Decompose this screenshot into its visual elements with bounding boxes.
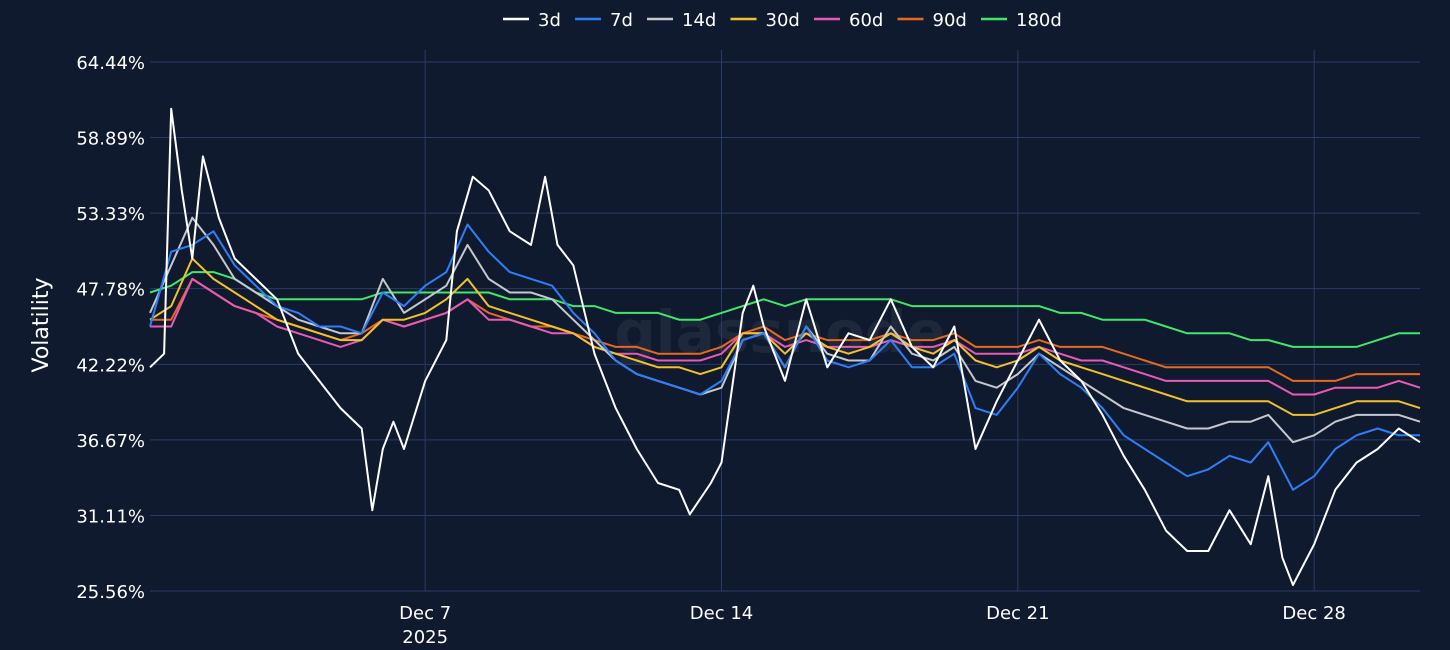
y-tick-label: 64.44%	[76, 53, 145, 74]
y-gridlines	[150, 61, 1420, 592]
legend-item-14d[interactable]: 14d	[647, 10, 716, 31]
legend-label: 90d	[933, 10, 967, 31]
y-tick-label: 36.67%	[76, 431, 145, 452]
legend-item-30d[interactable]: 30d	[730, 10, 800, 31]
y-tick-label: 53.33%	[76, 204, 145, 225]
legend-item-60d[interactable]: 60d	[814, 10, 883, 31]
legend-item-180d[interactable]: 180d	[981, 10, 1062, 31]
legend-label: 7d	[610, 10, 633, 31]
y-tick-label: 25.56%	[76, 582, 145, 603]
x-tick-label: Dec 14	[690, 603, 753, 624]
series-line-7d	[149, 223, 1420, 491]
series-line-30d	[149, 257, 1421, 416]
y-tick-label: 42.22%	[76, 355, 145, 376]
legend-label: 180d	[1016, 10, 1062, 31]
x-tick-label: Dec 7	[399, 603, 451, 624]
y-axis-ticks: 25.56% 31.11% 36.67% 42.22% 47.78% 53.33% 58.8…	[76, 53, 145, 603]
legend-label: 30d	[766, 10, 800, 31]
x-tick-sublabel: 2025	[402, 627, 448, 648]
series-line-3d	[149, 107, 1421, 586]
y-tick-label: 58.89%	[76, 129, 145, 150]
x-gridlines	[424, 50, 1315, 591]
legend-label: 3d	[538, 10, 561, 31]
legend-item-90d[interactable]: 90d	[897, 10, 967, 31]
x-tick-label: Dec 28	[1282, 603, 1345, 624]
series-layer	[149, 107, 1421, 586]
y-tick-label: 31.11%	[76, 506, 145, 527]
series-line-180d	[149, 271, 1420, 348]
legend-label: 14d	[682, 10, 716, 31]
y-axis-title: Volatility	[29, 277, 54, 372]
x-axis-ticks: Dec 7 2025 Dec 14 Dec 21 Dec 28	[399, 603, 1346, 648]
legend: 3d 7d 14d 30d 60d 90d 180d	[503, 10, 1062, 31]
legend-item-3d[interactable]: 3d	[503, 10, 561, 31]
legend-item-7d[interactable]: 7d	[575, 10, 633, 31]
x-tick-label: Dec 21	[986, 603, 1049, 624]
legend-label: 60d	[849, 10, 883, 31]
y-tick-label: 47.78%	[76, 280, 145, 301]
